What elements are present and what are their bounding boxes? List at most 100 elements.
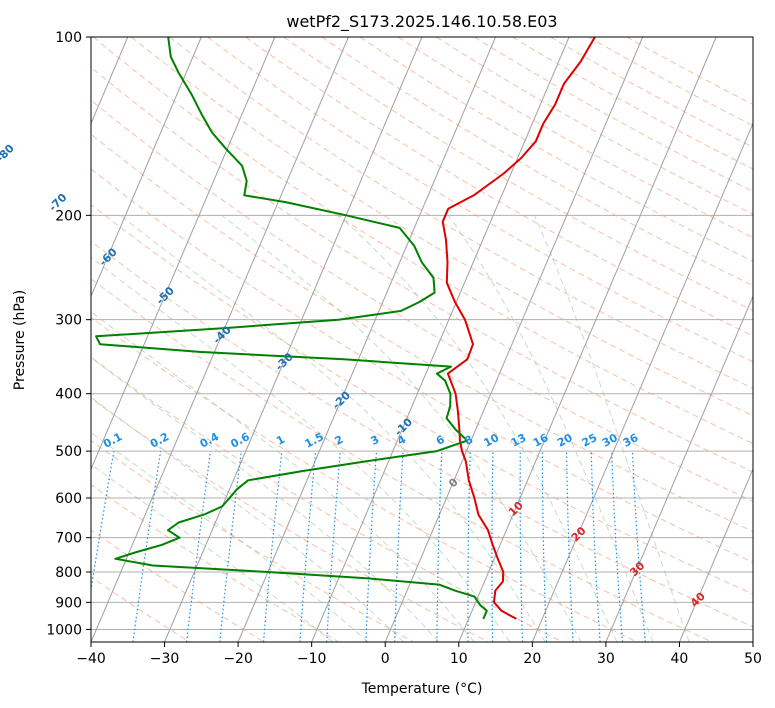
isotherm-label: -20 (330, 389, 353, 412)
isotherm-label: 20 (569, 524, 589, 544)
mixing-ratio-label: 25 (580, 431, 600, 450)
moist-adiabat (91, 310, 475, 642)
isotherm-line (91, 37, 202, 298)
isotherm-line (752, 640, 753, 642)
y-tick-label: 600 (55, 491, 82, 507)
isotherm-line (458, 37, 717, 642)
isotherm-label: 40 (688, 590, 708, 610)
mixing-ratio-line (566, 451, 574, 642)
mixing-ratio-label: 0.1 (101, 430, 124, 451)
mixing-ratio-label: 6 (434, 433, 447, 448)
moist-adiabat (91, 431, 369, 642)
y-tick-label: 900 (55, 595, 82, 611)
x-tick-label: 0 (381, 651, 390, 667)
y-tick-label: 100 (55, 30, 82, 46)
dry-adiabat (283, 37, 753, 312)
isotherm-line (384, 37, 644, 642)
dry-adiabat (550, 37, 753, 148)
x-tick-label: −30 (150, 651, 180, 667)
mixing-ratio-line (631, 451, 646, 642)
dry-adiabat (91, 240, 753, 628)
mixing-ratio-line (590, 451, 601, 642)
isotherm-label: -50 (154, 284, 177, 307)
y-tick-label: 500 (55, 444, 82, 460)
mixing-ratio-line (365, 451, 378, 642)
x-tick-label: 10 (450, 651, 468, 667)
moist-adiabat (338, 214, 618, 642)
dry-adiabat (512, 37, 753, 170)
dry-adiabat (474, 37, 753, 193)
x-tick-label: 40 (671, 651, 689, 667)
x-axis-ticks: −40 −30 −20 −10 0 10 20 30 40 50 (76, 642, 762, 667)
dry-adiabat (91, 483, 340, 642)
mixing-ratio-line (132, 451, 162, 642)
x-tick-label: 50 (744, 651, 762, 667)
moist-adiabat (533, 215, 690, 642)
isotherm-line (91, 37, 349, 642)
y-axis-ticks: 1000 900 800 700 600 500 400 300 200 100 (46, 30, 91, 638)
isotherm-line (311, 37, 570, 642)
x-tick-label: −40 (76, 651, 106, 667)
moist-adiabat (119, 214, 546, 642)
dewpoint-profile (95, 37, 488, 620)
mixing-ratio-label: 20 (555, 431, 575, 450)
mixing-ratio-label: 0.4 (198, 430, 222, 451)
isotherm-label: -80 (0, 142, 17, 165)
mixing-ratio-label: 0.2 (148, 430, 171, 451)
y-tick-label: 700 (55, 531, 82, 547)
chart-title: wetPf2_S173.2025.146.10.58.E03 (286, 12, 557, 32)
y-tick-label: 400 (55, 387, 82, 403)
mixing-ratio-label: 30 (600, 431, 620, 450)
mixing-ratio-line (262, 451, 283, 642)
dry-adiabat (397, 37, 753, 239)
isotherm-line (91, 37, 276, 471)
x-axis-label: Temperature (°C) (361, 681, 483, 697)
mixing-ratio-label: 1.5 (303, 430, 326, 451)
dry-adiabat (91, 529, 265, 642)
isotherm-line (605, 295, 753, 642)
isotherm-line (164, 37, 423, 642)
mixing-ratio-line (219, 451, 242, 642)
moist-adiabat (447, 215, 654, 642)
mixing-ratio-line (436, 451, 443, 642)
moist-adiabat (221, 214, 582, 642)
dry-adiabat (92, 37, 753, 444)
y-tick-label: 1000 (46, 622, 82, 638)
mixing-ratio-line (186, 451, 212, 642)
mixing-ratio-label: 16 (531, 431, 551, 450)
dry-adiabat (169, 37, 753, 389)
mixing-ratio-label: 36 (621, 431, 641, 450)
mixing-ratio-line (611, 451, 624, 642)
dry-adiabat (359, 37, 753, 262)
isotherm-label: -30 (273, 350, 296, 373)
background-lines (91, 37, 753, 642)
temperature-profile (441, 37, 596, 620)
mixing-ratio-line (91, 450, 115, 594)
mixing-ratio-label: 13 (509, 431, 529, 450)
x-tick-label: 20 (523, 651, 541, 667)
isotherm-label: 10 (506, 499, 526, 519)
mixing-ratio-label: 0.6 (228, 430, 252, 451)
moist-adiabat (91, 463, 334, 642)
mixing-ratio-label: 10 (482, 431, 502, 450)
dry-adiabat (91, 66, 753, 473)
dry-adiabat (91, 440, 414, 642)
dry-adiabat (91, 168, 753, 563)
mixing-ratio-line (299, 451, 317, 642)
isotherm-line (678, 467, 753, 642)
dry-adiabat (91, 203, 753, 595)
dry-adiabat (91, 133, 753, 533)
moist-adiabat (91, 396, 404, 642)
dry-adiabat (91, 278, 713, 642)
y-tick-label: 200 (55, 208, 82, 224)
dry-adiabat (91, 397, 489, 642)
isotherm-label: 0 (446, 475, 461, 490)
isotherm-label: -60 (97, 245, 120, 268)
x-tick-label: −10 (297, 651, 327, 667)
plot-frame (90, 36, 754, 643)
profile-lines (95, 37, 596, 620)
x-tick-label: 30 (597, 651, 615, 667)
moist-adiabat (91, 356, 440, 642)
dry-adiabat (91, 576, 190, 642)
